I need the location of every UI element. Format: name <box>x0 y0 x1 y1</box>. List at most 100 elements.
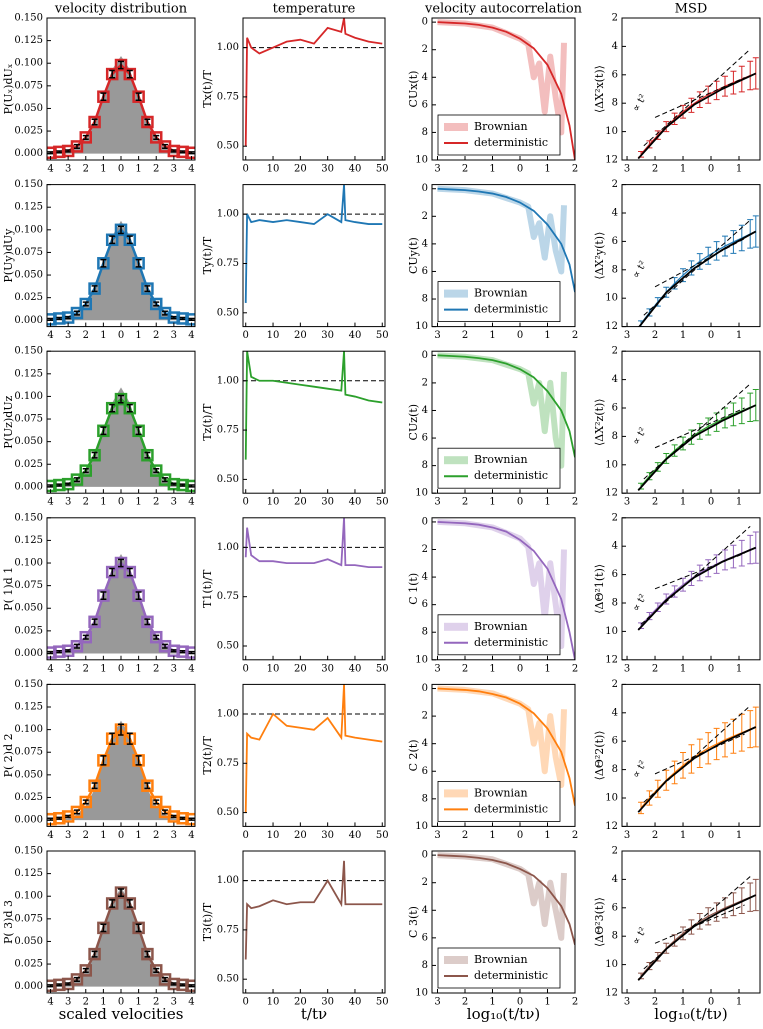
error-bar <box>671 760 678 785</box>
y-tick-label: 4 <box>422 738 428 749</box>
y-axis-label: ⟨ΔΘ²2(t)⟩ <box>593 730 606 780</box>
y-axis-label: C 3(t) <box>407 906 420 938</box>
x-tick-label: 0 <box>517 830 523 841</box>
y-tick-label: 0.125 <box>14 702 43 713</box>
reference-area <box>50 553 192 654</box>
y-tick-label: 0.150 <box>14 846 43 857</box>
x-tick-label: 0 <box>708 164 714 175</box>
y-tick-label: 6 <box>422 433 428 444</box>
y-tick-label: 0.025 <box>14 459 43 470</box>
x-tick-label: 1 <box>135 663 141 674</box>
plot-area <box>637 876 759 981</box>
y-tick-label: 6 <box>422 932 428 943</box>
y-tick-label: 8 <box>422 960 428 971</box>
y-tick-label: 6 <box>612 236 618 247</box>
x-tick-label: 2 <box>462 997 468 1008</box>
legend-label: Brownian <box>474 953 528 966</box>
data-point <box>88 282 101 295</box>
x-tick-label: 3 <box>171 830 177 841</box>
x-tick-label: 1 <box>680 330 686 341</box>
x-tick-label: 1 <box>489 497 495 508</box>
x-tick-label: 2 <box>462 330 468 341</box>
x-tick-label: 1 <box>100 830 106 841</box>
error-bar <box>118 558 124 568</box>
data-point <box>88 448 101 462</box>
y-tick-label: 1.00 <box>217 875 239 886</box>
y-tick-label: 4 <box>612 41 618 52</box>
x-tick-label: 2 <box>153 663 159 674</box>
legend-label: Brownian <box>474 620 528 633</box>
y-axis-label: ⟨ΔΘ²1(t)⟩ <box>593 564 606 614</box>
series-line <box>437 687 575 806</box>
y-tick-label: 0 <box>422 17 428 28</box>
y-tick-label: 0.050 <box>14 436 43 447</box>
y-tick-label: 6 <box>422 599 428 610</box>
guide-line <box>654 407 745 449</box>
x-tick-label: 1 <box>489 663 495 674</box>
legend-label: Brownian <box>474 786 528 799</box>
error-bar <box>56 983 63 987</box>
series-line <box>244 684 383 813</box>
series-line <box>640 230 757 325</box>
y-axis-label: ⟨ΔΘ²3(t)⟩ <box>593 897 606 947</box>
data-point <box>141 615 154 629</box>
y-tick-label: 4 <box>612 707 618 718</box>
error-bar <box>65 649 72 653</box>
annotation: ∝ t² <box>631 93 650 114</box>
series-line <box>640 72 757 155</box>
error-bar <box>73 477 80 483</box>
x-tick-label: 30 <box>321 830 334 841</box>
error-bar <box>126 403 133 413</box>
y-tick-label: 0.050 <box>14 769 43 780</box>
error-bar <box>65 982 72 986</box>
data-point <box>141 115 154 129</box>
x-tick-label: 0 <box>517 164 523 175</box>
x-tick-label: 20 <box>294 997 307 1008</box>
x-tick-label: 50 <box>376 997 389 1008</box>
data-point <box>79 795 93 809</box>
y-tick-label: 0.50 <box>217 474 239 485</box>
fit-line <box>637 72 757 160</box>
error-bar <box>135 426 142 436</box>
data-point <box>141 947 154 961</box>
data-point <box>149 297 163 311</box>
data-point <box>141 779 154 792</box>
error-bar <box>696 738 703 768</box>
y-tick-label: 8 <box>612 764 618 775</box>
y-axis-label: P(Uₓ)dUₓ <box>2 63 15 114</box>
annotation: ∝ t² <box>631 259 650 280</box>
error-bar <box>135 755 142 766</box>
x-tick-label: 4 <box>47 330 53 341</box>
plot-area <box>243 351 385 460</box>
error-bar <box>82 468 89 474</box>
x-tick-label: 3 <box>624 830 630 841</box>
x-tick-label: 1 <box>680 663 686 674</box>
plot-area <box>437 685 575 806</box>
legend-swatch <box>444 123 468 131</box>
annotation: ∝ t² <box>631 759 650 780</box>
y-tick-label: 0.50 <box>217 640 239 651</box>
y-tick-label: 8 <box>422 294 428 305</box>
x-tick-label: 1 <box>736 830 742 841</box>
guide-line <box>640 525 751 625</box>
x-tick-label: 0 <box>708 663 714 674</box>
y-axis-label: P(Uy)dUy <box>2 228 15 283</box>
y-tick-label: 8 <box>612 98 618 109</box>
error-bar <box>126 235 133 245</box>
y-tick-label: 4 <box>612 208 618 219</box>
data-point <box>97 257 110 270</box>
error-bar <box>170 149 177 153</box>
x-tick-label: 1 <box>544 997 550 1008</box>
y-tick-label: 4 <box>422 572 428 583</box>
series-line <box>640 547 757 627</box>
y-tick-label: 0.000 <box>14 148 43 159</box>
x-tick-label: 50 <box>376 830 389 841</box>
column-title: velocity distribution <box>54 2 188 17</box>
x-tick-label: 3 <box>171 663 177 674</box>
y-axis-label: P( 2)d 2 <box>2 733 15 777</box>
x-tick-label: 0 <box>118 164 124 175</box>
y-tick-label: 0.025 <box>14 625 43 636</box>
plot-frame <box>46 17 196 161</box>
y-tick-label: 0.150 <box>14 512 43 523</box>
x-tick-label: 1 <box>489 997 495 1008</box>
